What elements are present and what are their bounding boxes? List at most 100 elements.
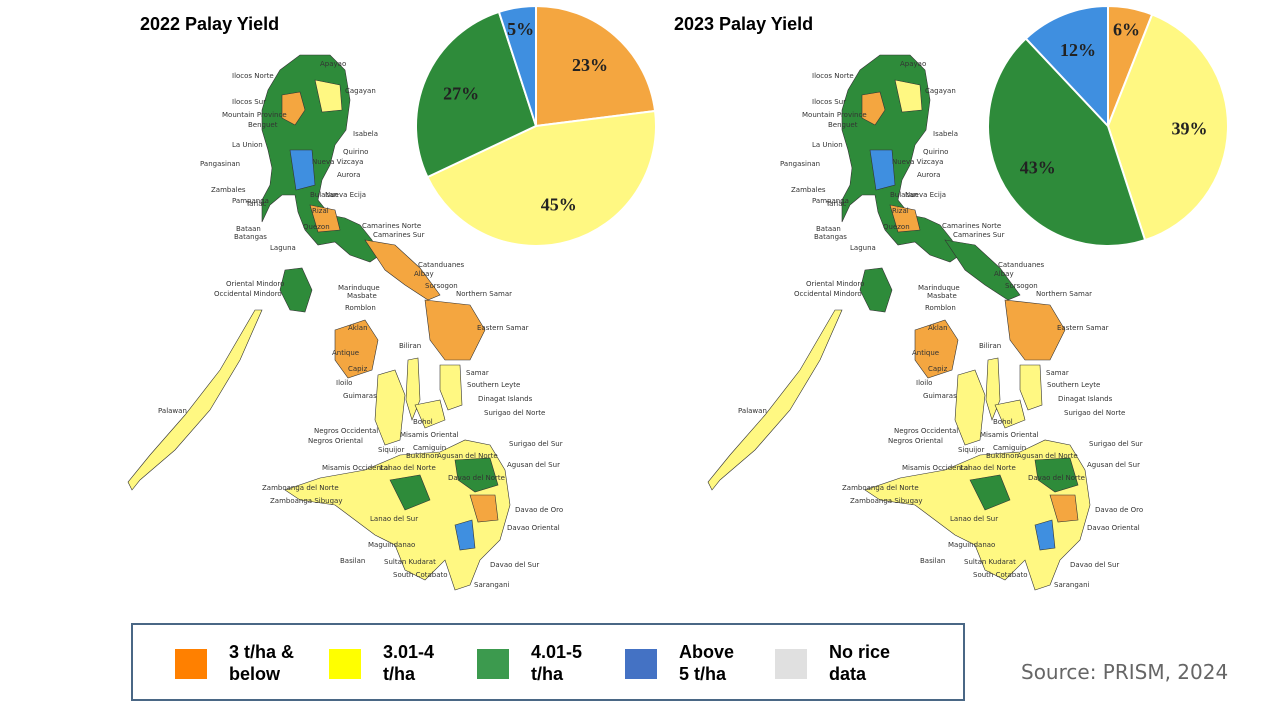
province-shape [424,299,486,361]
province-label: Quirino [343,148,368,156]
province-label: Camarines Norte [942,222,1001,230]
province-label: Bohol [993,418,1013,426]
province-label: Surigao del Sur [1089,440,1143,448]
legend-swatch [625,649,657,679]
pie-slice-label: 23% [572,55,608,75]
province-label: Antique [912,349,939,357]
province-shape [954,369,986,446]
province-label: Nueva Vizcaya [312,158,363,166]
province-label: Mountain Province [222,111,287,119]
province-label: Basilan [920,557,945,565]
province-label: Siquijor [958,446,984,454]
province-label: Batangas [814,233,847,241]
province-label: Romblon [345,304,376,312]
province-label: Aurora [917,171,940,179]
province-label: Lanao del Sur [950,515,998,523]
province-label: Sultan Kudarat [384,558,436,566]
pie-slice [1106,13,1229,242]
province-shape [454,457,499,493]
province-label: Guimaras [343,392,377,400]
province-shape [284,439,511,591]
province-shape [869,149,896,191]
province-label: Cagayan [345,87,376,95]
province-label: Maguindanao [368,541,415,549]
province-label: Siquijor [378,446,404,454]
province-label: Eastern Samar [477,324,529,332]
province-shape [389,474,431,511]
province-shape [994,399,1026,429]
pie-slice [1024,4,1109,129]
province-label: Lanao del Norte [380,464,436,472]
pie-slice [987,37,1147,247]
province-shape [859,267,893,313]
province-label: Agusan del Sur [507,461,560,469]
province-label: Davao de Oro [1095,506,1143,514]
map-2022: Apayao Ilocos Norte Cagayan Ilocos Sur Mount… [127,4,657,591]
province-label: Davao del Sur [490,561,539,569]
province-label: Camarines Sur [373,231,425,239]
province-labels-2022: Apayao Ilocos Norte Cagayan Ilocos Sur Mount… [158,60,563,589]
province-label: Agusan del Norte [437,452,498,460]
province-shape [1034,519,1056,551]
province-label: Masbate [927,292,957,300]
province-label: Romblon [925,304,956,312]
province-label: Davao Oriental [507,524,560,532]
province-label: Davao de Oro [515,506,563,514]
province-label: Quirino [923,148,948,156]
province-label: Negros Occidental [314,427,378,435]
province-label: Nueva Vizcaya [892,158,943,166]
province-label: Laguna [850,244,876,252]
province-label: Ilocos Sur [232,98,266,106]
province-label: Misamis Oriental [400,431,459,439]
province-label: Pangasinan [200,160,240,168]
province-label: Albay [994,270,1014,278]
province-labels-2023: Apayao Ilocos Norte Cagayan Ilocos Sur Mount… [738,60,1143,589]
province-label: Rizal [892,207,909,215]
pie-slice [497,4,537,127]
province-shape [127,309,263,491]
province-label: Zambales [791,186,826,194]
province-label: Surigao del Norte [484,409,545,417]
province-label: Misamis Occidental [902,464,970,472]
province-label: Pampanga [232,197,269,205]
province-label: Zamboanga del Norte [842,484,919,492]
province-label: Camiguin [993,444,1026,452]
pie-slice-label: 39% [1172,119,1208,139]
province-shape [1034,457,1079,493]
province-label: Ilocos Norte [232,72,274,80]
province-label: Quezon [883,223,910,231]
province-label: Cagayan [925,87,956,95]
province-label: Camiguin [413,444,446,452]
legend-swatch [775,649,807,679]
province-label: Davao Oriental [1087,524,1140,532]
province-label: Camarines Norte [362,222,421,230]
province-shape [861,91,886,126]
province-label: Batangas [234,233,267,241]
source-note: Source: PRISM, 2024 [1021,660,1229,684]
pie-chart-2023: 6% 39% 43% 12% [987,4,1229,247]
pie-chart-2022: 23% 45% 27% 5% [415,4,657,247]
province-label: Sarangani [474,581,510,589]
map-panel-2022: Apayao Ilocos Norte Cagayan Ilocos Sur Mount… [0,0,657,615]
province-label: Agusan del Norte [1017,452,1078,460]
province-label: Davao del Sur [1070,561,1119,569]
province-label: Biliran [399,342,421,350]
province-label: South Cotabato [393,571,448,579]
province-label: Isabela [933,130,958,138]
province-label: Samar [466,369,489,377]
legend-swatch [477,649,509,679]
province-label: Benguet [828,121,858,129]
province-label: Southern Leyte [467,381,520,389]
legend-label: No rice data [829,642,891,684]
province-label: Marinduque [338,284,380,292]
province-shape [707,309,843,491]
map-2023: Apayao Ilocos Norte Cagayan Ilocos Sur Mount… [707,4,1229,591]
province-label: Ilocos Sur [812,98,846,106]
province-label: La Union [232,141,263,149]
province-label: Iloilo [336,379,352,387]
legend-box: 3 t/ha & below 3.01-4 t/ha 4.01-5 t/ha Abov… [131,623,965,701]
province-shape [864,439,1091,591]
province-shape [439,364,463,411]
province-label: Albay [414,270,434,278]
pie-slice-label: 12% [1060,40,1096,60]
